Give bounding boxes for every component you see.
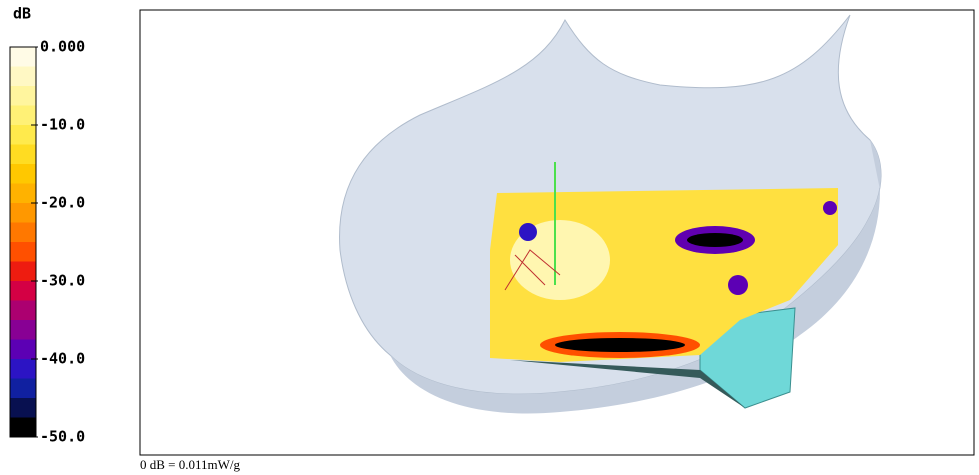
sar-low bbox=[823, 201, 837, 215]
colorbar-band bbox=[10, 183, 36, 204]
colorbar-band bbox=[10, 105, 36, 126]
colorbar-tick-label: -50.0 bbox=[40, 428, 85, 446]
phone-box-side bbox=[510, 360, 745, 408]
sar-low bbox=[519, 223, 537, 241]
colorbar-band bbox=[10, 378, 36, 399]
colorbar-band bbox=[10, 203, 36, 223]
colorbar-tick-label: -30.0 bbox=[40, 272, 85, 290]
colorbar-band bbox=[10, 261, 36, 282]
sar-low-core bbox=[555, 338, 685, 352]
sar-low bbox=[728, 275, 748, 295]
colorbar-band bbox=[10, 398, 36, 418]
colorbar-tick-label: 0.000 bbox=[40, 38, 85, 56]
colorbar-title: dB bbox=[13, 5, 31, 23]
footnote: 0 dB = 0.011mW/g bbox=[140, 457, 241, 472]
colorbar-band bbox=[10, 242, 36, 262]
colorbar-tick-label: -10.0 bbox=[40, 116, 85, 134]
colorbar-band bbox=[10, 300, 36, 321]
colorbar-band bbox=[10, 339, 36, 360]
colorbar-frame bbox=[9, 46, 37, 438]
colorbar-band bbox=[10, 144, 36, 165]
colorbar-band bbox=[10, 164, 36, 184]
colorbar-tick-label: -40.0 bbox=[40, 350, 85, 368]
colorbar-tick-label: -20.0 bbox=[40, 194, 85, 212]
colorbar-band bbox=[10, 125, 36, 145]
antenna-lines bbox=[504, 249, 561, 291]
sar-low-core bbox=[687, 233, 743, 247]
colorbar-band bbox=[10, 417, 36, 438]
colorbar-band bbox=[10, 66, 36, 87]
colorbar-band bbox=[10, 222, 36, 243]
colorbar-band bbox=[10, 359, 36, 379]
viewport bbox=[139, 9, 975, 456]
colorbar-band bbox=[10, 320, 36, 340]
sar-hotspot bbox=[510, 220, 610, 300]
colorbar-band bbox=[10, 86, 36, 106]
colorbar-band bbox=[10, 47, 36, 67]
colorbar-band bbox=[10, 281, 36, 301]
